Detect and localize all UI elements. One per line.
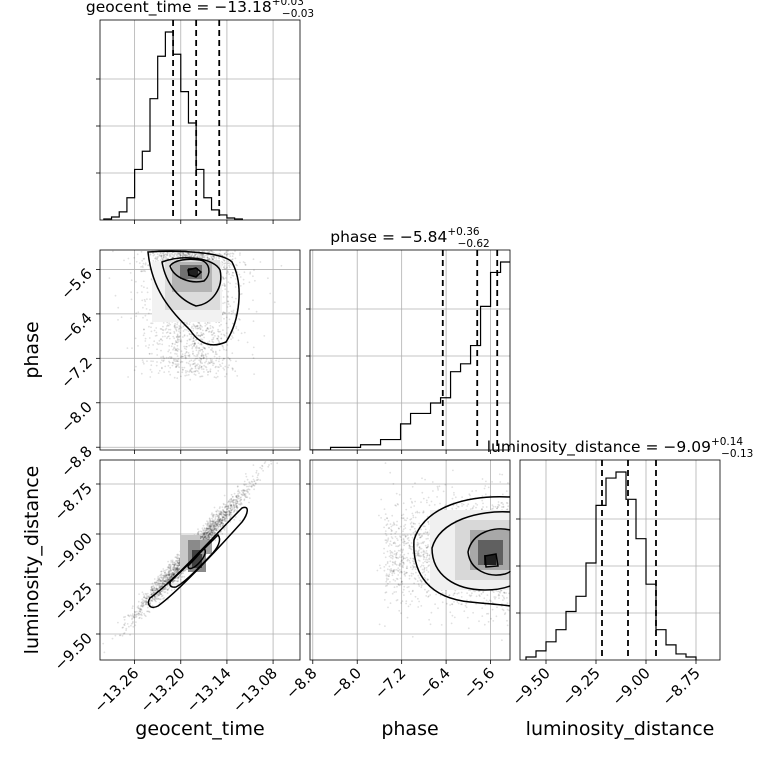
y-tick-label-phase: −7.2 [57, 353, 95, 391]
title-minus-error: −0.03 [282, 8, 314, 20]
x-tick-label-phase: −7.2 [371, 664, 409, 702]
y-axis-label-luminosity_distance: luminosity_distance [21, 466, 43, 655]
histogram-panel-geocent_time [99, 19, 301, 221]
x-tick-label-geocent_time: −13.20 [137, 664, 189, 716]
density-phase-luminosity_distance [430, 510, 510, 590]
panel-title-phase: phase = −5.84+0.36 −0.62 [330, 226, 490, 250]
contour-geocent_time-phase-outer [147, 250, 240, 346]
y-axis-label-phase: phase [21, 321, 43, 378]
histogram-luminosity_distance [525, 471, 697, 660]
panel-scatter-geocent_time-phase [99, 249, 301, 451]
x-tick-label-luminosity_distance: −9.00 [609, 664, 654, 709]
x-axis-label-geocent_time: geocent_time [135, 718, 264, 740]
title-minus-error: −0.13 [721, 448, 753, 460]
panel-title-geocent_time: geocent_time = −13.18+0.03 −0.03 [86, 0, 314, 20]
panel-title-luminosity_distance: luminosity_distance = −9.09+0.14 −0.13 [487, 436, 754, 460]
y-tick-label-phase: −5.6 [57, 265, 95, 303]
x-tick-label-phase: −5.6 [460, 664, 498, 702]
title-minus-error: −0.62 [458, 238, 490, 250]
y-tick-label-luminosity_distance: −9.25 [51, 579, 96, 624]
y-tick-label-luminosity_distance: −9.00 [51, 529, 96, 574]
x-axis-label-luminosity_distance: luminosity_distance [526, 718, 715, 740]
contour-geocent_time-phase-core [187, 267, 203, 278]
title-plus-error: +0.03 [272, 0, 304, 8]
x-tick-label-luminosity_distance: −9.50 [509, 664, 554, 709]
x-tick-label-phase: −6.4 [415, 664, 453, 702]
x-tick-label-phase: −8.0 [327, 664, 365, 702]
contour-phase-luminosity_distance-outer [413, 496, 511, 607]
x-tick-label-luminosity_distance: −8.75 [659, 664, 704, 709]
y-tick-label-luminosity_distance: −8.75 [51, 479, 96, 524]
panel-scatter-phase-luminosity_distance [309, 459, 511, 661]
histogram-grid-geocent_time [100, 20, 300, 220]
y-tick-label-phase: −8.8 [57, 442, 95, 480]
histogram-panel-luminosity_distance [519, 459, 721, 661]
contour-phase-luminosity_distance-core [484, 553, 499, 568]
histogram-grid-luminosity_distance [520, 460, 720, 660]
contour-phase-luminosity_distance-inner [467, 528, 511, 576]
y-tick-label-phase: −6.4 [57, 309, 95, 347]
y-tick-label-luminosity_distance: −9.50 [51, 629, 96, 674]
panel-scatter-geocent_time-luminosity_distance [99, 459, 301, 661]
title-plus-error: +0.14 [711, 436, 743, 448]
histogram-panel-phase [309, 249, 511, 451]
x-tick-label-luminosity_distance: −9.25 [559, 664, 604, 709]
x-tick-label-geocent_time: −13.14 [183, 664, 235, 716]
contour-geocent_time-phase-mid [161, 257, 222, 307]
contour-geocent_time-phase-inner [169, 258, 210, 283]
title-plus-error: +0.36 [447, 226, 479, 238]
x-axis-label-phase: phase [381, 718, 438, 740]
histogram-phase [310, 261, 510, 450]
contour-phase-luminosity_distance-mid [431, 511, 511, 591]
y-tick-label-phase: −8.0 [57, 398, 95, 436]
contour-geocent_time-luminosity_distance-inner [187, 546, 206, 570]
x-tick-label-geocent_time: −13.26 [90, 664, 142, 716]
x-tick-label-phase: −8.8 [282, 664, 320, 702]
x-tick-label-geocent_time: −13.08 [229, 664, 281, 716]
density-geocent_time-phase [152, 260, 222, 322]
